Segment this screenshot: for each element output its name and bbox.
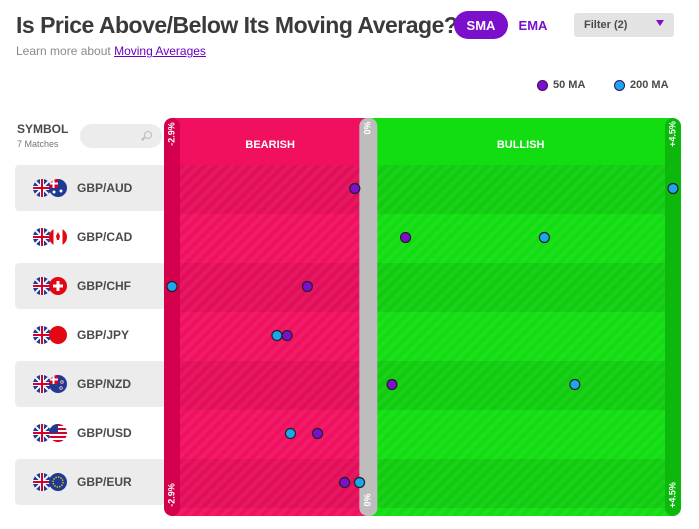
ma200-point-gbp-cad[interactable] (538, 231, 550, 244)
ma50-point-gbp-jpy[interactable] (281, 329, 293, 342)
symbol-label: GBP/CAD (77, 230, 133, 244)
ma200-point-gbp-jpy[interactable] (271, 329, 283, 342)
symbol-row-gbp-cad[interactable]: GBP/CAD (15, 214, 165, 260)
ma50-point-gbp-eur[interactable] (339, 476, 351, 489)
chf-flag-icon (49, 277, 67, 295)
zero-label-bottom: 0% (363, 493, 373, 506)
symbol-label: GBP/EUR (77, 475, 132, 489)
learn-more-text: Learn more about Moving Averages (16, 44, 206, 58)
symbol-row-gbp-eur[interactable]: GBP/EUR (15, 459, 165, 505)
zero-label-top: 0% (363, 121, 373, 134)
symbol-label: GBP/JPY (77, 328, 130, 342)
ema-toggle-button[interactable]: EMA (518, 17, 548, 33)
legend-200ma-label: 200 MA (630, 79, 669, 91)
ma50-point-gbp-aud[interactable] (349, 182, 361, 195)
gbp-flag-icon (33, 179, 51, 197)
match-count: 7 Matches (17, 139, 59, 149)
nzd-flag-icon (49, 375, 67, 393)
legend-50ma: 50 MA (537, 79, 585, 91)
symbol-row-gbp-chf[interactable]: GBP/CHF (15, 263, 165, 309)
symbol-label: GBP/NZD (77, 377, 131, 391)
zero-line-bar (359, 118, 378, 516)
min-label-top: -2.9% (166, 122, 176, 146)
ma200-point-gbp-usd[interactable] (284, 427, 297, 440)
bearish-label: BEARISH (245, 139, 295, 151)
legend-200ma: 200 MA (614, 79, 669, 91)
aud-flag-icon (49, 179, 67, 197)
max-label-top: +4.5% (667, 121, 677, 147)
symbol-label: GBP/AUD (77, 181, 133, 195)
min-label-bottom: -2.9% (166, 483, 176, 507)
usd-flag-icon (49, 424, 67, 442)
symbol-label: GBP/CHF (77, 279, 131, 293)
stripe-overlay (172, 165, 673, 516)
gbp-flag-icon (33, 326, 51, 344)
search-icon (144, 131, 152, 139)
ma200-point-gbp-chf[interactable] (166, 280, 178, 293)
legend-200ma-swatch (614, 79, 625, 91)
max-bound-bar (665, 118, 681, 516)
symbol-row-gbp-aud[interactable]: GBP/AUD (15, 165, 165, 211)
page-title: Is Price Above/Below Its Moving Average? (16, 12, 458, 38)
ma50-point-gbp-nzd[interactable] (386, 378, 398, 391)
legend-50ma-swatch (537, 79, 548, 91)
bullish-label: BULLISH (497, 139, 545, 151)
symbol-row-gbp-usd[interactable]: GBP/USD (15, 410, 165, 456)
ma50-point-gbp-chf[interactable] (301, 280, 314, 293)
symbol-search-input[interactable] (80, 124, 162, 148)
symbol-column-header: SYMBOL (17, 122, 69, 136)
jpy-flag-icon (49, 326, 67, 344)
ma200-point-gbp-eur[interactable] (353, 476, 366, 489)
max-label-bottom: +4.5% (667, 482, 677, 508)
ma50-point-gbp-cad[interactable] (399, 231, 412, 244)
eur-flag-icon (49, 473, 67, 491)
gbp-flag-icon (33, 375, 51, 393)
learn-more-prefix: Learn more about (16, 44, 111, 58)
cad-flag-icon (49, 228, 67, 246)
symbol-label: GBP/USD (77, 426, 132, 440)
chevron-down-icon (656, 20, 664, 26)
legend-50ma-label: 50 MA (553, 79, 586, 91)
ma50-point-gbp-usd[interactable] (311, 427, 324, 440)
gbp-flag-icon (33, 473, 51, 491)
filter-dropdown[interactable]: Filter (2) (574, 13, 674, 37)
moving-averages-link[interactable]: Moving Averages (114, 44, 206, 58)
ma200-point-gbp-aud[interactable] (667, 182, 679, 195)
filter-label: Filter (2) (584, 19, 628, 31)
sma-toggle-button[interactable]: SMA (454, 11, 508, 39)
min-bound-bar (164, 118, 180, 516)
gbp-flag-icon (33, 424, 51, 442)
symbol-row-gbp-jpy[interactable]: GBP/JPY (15, 312, 165, 358)
ma200-point-gbp-nzd[interactable] (569, 378, 581, 391)
gbp-flag-icon (33, 228, 51, 246)
gbp-flag-icon (33, 277, 51, 295)
symbol-row-gbp-nzd[interactable]: GBP/NZD (15, 361, 165, 407)
